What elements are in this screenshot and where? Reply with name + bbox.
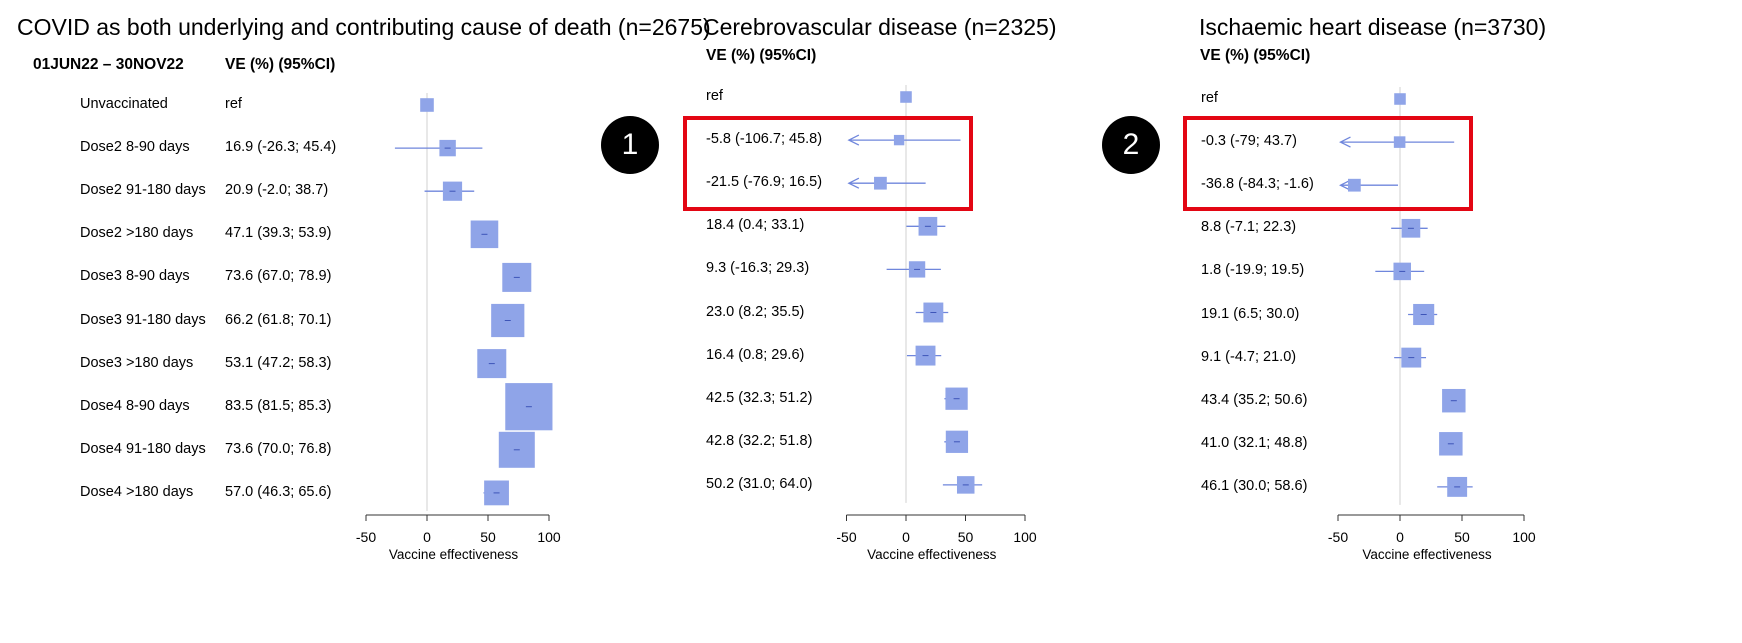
row-label: Dose3 91-180 days [80,311,206,328]
row-label: Dose2 8-90 days [80,139,190,156]
ve-value: 47.1 (39.3; 53.9) [225,225,332,242]
point-estimate [420,98,434,112]
x-tick-label: 100 [1013,529,1037,545]
panel-title: Cerebrovascular disease (n=2325) [703,14,1057,40]
ci-arrow [1339,179,1351,191]
ci-arrow [847,134,860,146]
x-axis-title: Vaccine effectiveness [389,547,519,562]
ve-value: 43.4 (35.2; 50.6) [1201,391,1308,408]
x-tick-label: 50 [1454,529,1470,545]
ve-value: 46.1 (30.0; 58.6) [1201,477,1308,494]
ve-value: 41.0 (32.1; 48.8) [1201,434,1308,451]
ve-value: -21.5 (-76.9; 16.5) [706,174,823,191]
panel-title: Ischaemic heart disease (n=3730) [1199,14,1547,40]
ve-value: 16.9 (-26.3; 45.4) [225,139,337,156]
x-tick-label: 0 [902,529,910,545]
ve-value: 83.5 (81.5; 85.3) [225,397,332,414]
ve-value: ref [225,96,242,112]
point-estimate [900,91,912,103]
point-estimate [1347,178,1361,192]
x-tick-label: 0 [423,529,431,545]
ve-value: -0.3 (-79; 43.7) [1201,133,1297,150]
x-tick-label: -50 [836,529,856,545]
annotation-badge: 2 [1102,116,1160,174]
x-tick-label: 50 [480,529,496,545]
ve-value: 53.1 (47.2; 58.3) [225,354,332,371]
ve-value: 23.0 (8.2; 35.5) [706,303,805,320]
row-label: Dose4 >180 days [80,483,194,500]
ve-value: 57.0 (46.3; 65.6) [225,483,332,500]
point-estimate [1394,93,1406,105]
ve-value: 18.4 (0.4; 33.1) [706,217,805,234]
x-tick-label: -50 [1328,529,1348,545]
row-label: Dose4 91-180 days [80,440,206,457]
x-tick-label: 100 [1512,529,1536,545]
ve-value: 19.1 (6.5; 30.0) [1201,305,1300,322]
annotation-badge: 1 [601,116,659,174]
row-label: Dose3 >180 days [80,354,194,371]
x-axis-title: Vaccine effectiveness [1362,547,1492,562]
ve-value: 8.8 (-7.1; 22.3) [1201,219,1297,236]
row-label: Unvaccinated [80,96,168,112]
ve-value: 1.8 (-19.9; 19.5) [1201,262,1305,279]
ve-value: -36.8 (-84.3; -1.6) [1201,176,1314,193]
point-estimate [874,176,887,190]
ve-value: 42.5 (32.3; 51.2) [706,389,813,406]
ve-header: VE (%) (95%CI) [225,56,336,73]
x-tick-label: 0 [1396,529,1404,545]
period-header: 01JUN22 – 30NOV22 [33,56,184,73]
highlight-box [683,116,973,211]
ve-value: 9.1 (-4.7; 21.0) [1201,348,1297,365]
ve-header: VE (%) (95%CI) [706,47,817,64]
ve-value: 73.6 (70.0; 76.8) [225,440,332,457]
panel-title: COVID as both underlying and contributin… [17,14,711,40]
point-estimate [893,134,905,146]
ve-value: 50.2 (31.0; 64.0) [706,475,813,492]
ve-value: ref [1201,90,1218,106]
ci-arrow [847,177,860,189]
ve-value: -5.8 (-106.7; 45.8) [706,131,823,148]
row-label: Dose4 8-90 days [80,397,190,414]
ci-arrow [1339,136,1351,148]
ve-value: ref [706,88,723,104]
ve-value: 16.4 (0.8; 29.6) [706,346,805,363]
x-tick-label: -50 [356,529,376,545]
ve-value: 73.6 (67.0; 78.9) [225,268,332,285]
x-tick-label: 50 [958,529,974,545]
row-label: Dose2 >180 days [80,225,194,242]
row-label: Dose2 91-180 days [80,182,206,199]
ve-value: 9.3 (-16.3; 29.3) [706,260,810,277]
ve-value: 42.8 (32.2; 51.8) [706,432,813,449]
row-label: Dose3 8-90 days [80,268,190,285]
ve-value: 20.9 (-2.0; 38.7) [225,182,329,199]
highlight-box [1183,116,1473,211]
x-tick-label: 100 [537,529,561,545]
x-axis-title: Vaccine effectiveness [867,547,997,562]
ve-header: VE (%) (95%CI) [1200,47,1311,64]
point-estimate [1393,136,1406,148]
ve-value: 66.2 (61.8; 70.1) [225,311,332,328]
